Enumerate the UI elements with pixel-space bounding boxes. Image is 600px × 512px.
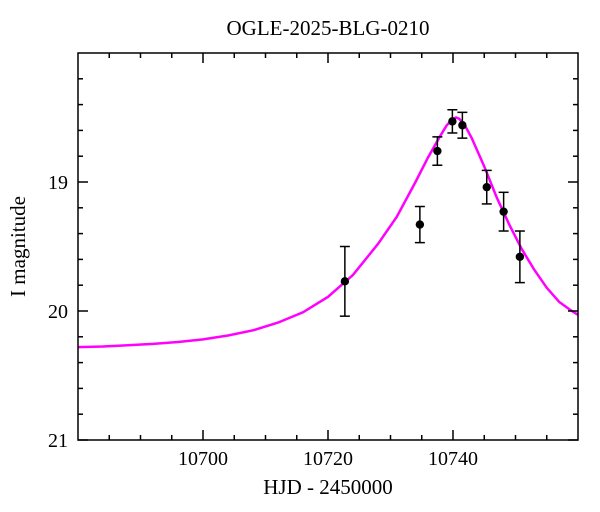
lightcurve-chart: OGLE-2025-BLG-0210 I magnitude HJD - 24500… bbox=[0, 0, 600, 512]
chart-container: OGLE-2025-BLG-0210 I magnitude HJD - 24500… bbox=[0, 0, 600, 512]
x-tick-label: 10740 bbox=[428, 448, 478, 470]
y-tick-label: 21 bbox=[48, 430, 68, 452]
x-tick-label: 10700 bbox=[178, 448, 228, 470]
plot-frame bbox=[78, 53, 578, 440]
data-point bbox=[499, 192, 509, 231]
data-point bbox=[447, 110, 457, 133]
chart-title: OGLE-2025-BLG-0210 bbox=[227, 16, 430, 40]
model-curve bbox=[78, 118, 578, 348]
data-point bbox=[340, 247, 350, 317]
y-tick-label: 19 bbox=[48, 172, 68, 194]
y-axis-label: I magnitude bbox=[6, 196, 30, 297]
x-axis-label: HJD - 2450000 bbox=[263, 475, 393, 499]
data-point bbox=[457, 112, 467, 138]
data-point bbox=[415, 207, 425, 243]
y-tick-label: 20 bbox=[48, 301, 68, 323]
data-point bbox=[482, 170, 492, 204]
x-tick-label: 10720 bbox=[303, 448, 353, 470]
data-point bbox=[432, 137, 442, 165]
